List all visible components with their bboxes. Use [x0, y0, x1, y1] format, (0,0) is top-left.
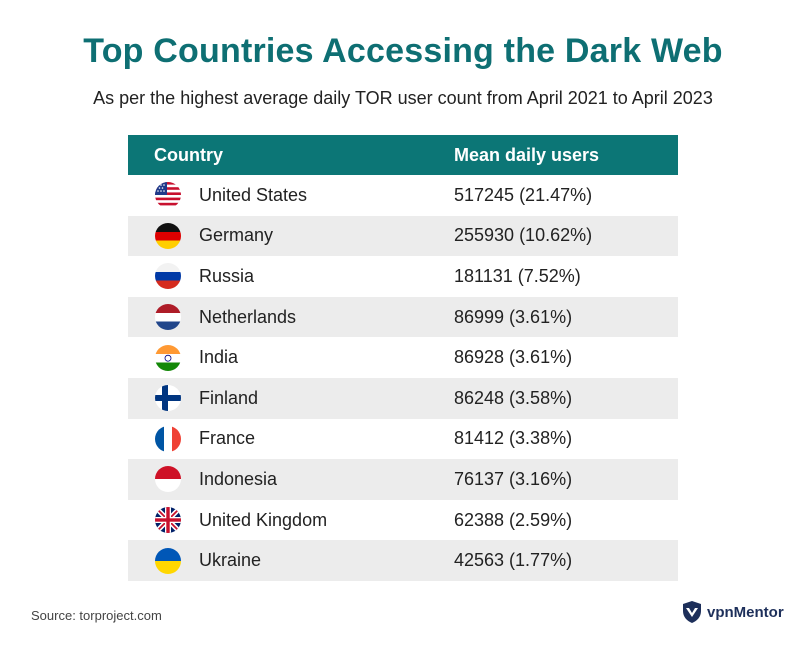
ua-flag-icon [155, 547, 181, 574]
table-header: Country Mean daily users [128, 135, 678, 175]
table-row: Ukraine 42563 (1.77%) [128, 540, 678, 581]
de-flag-icon [155, 222, 181, 249]
column-header-country: Country [154, 144, 223, 165]
mean-daily-users-value: 86248 (3.58%) [454, 387, 573, 408]
page-subtitle: As per the highest average daily TOR use… [93, 88, 713, 108]
country-name: Netherlands [199, 306, 297, 327]
country-name: Indonesia [199, 468, 278, 489]
mean-daily-users-value: 181131 (7.52%) [454, 265, 581, 286]
mean-daily-users-value: 42563 (1.77%) [454, 550, 573, 571]
country-name: Russia [199, 265, 255, 286]
in-flag-icon [155, 344, 181, 371]
fi-flag-icon [155, 385, 181, 412]
country-name: India [199, 347, 239, 368]
mean-daily-users-value: 255930 (10.62%) [454, 225, 593, 246]
shield-logo-icon [683, 601, 701, 623]
mean-daily-users-value: 86928 (3.61%) [454, 347, 573, 368]
mean-daily-users-value: 62388 (2.59%) [454, 509, 573, 530]
table-row: Finland 86248 (3.58%) [128, 377, 678, 419]
page-title: Top Countries Accessing the Dark Web [83, 32, 723, 70]
table-row: United States 517245 (21.47%) [128, 175, 678, 216]
table-row: Netherlands 86999 (3.61%) [128, 296, 678, 338]
country-name: United Kingdom [199, 509, 328, 530]
table-row: Indonesia 76137 (3.16%) [128, 459, 678, 500]
mean-daily-users-value: 81412 (3.38%) [454, 428, 573, 449]
brand-name: vpnMentor [707, 603, 784, 621]
column-header-users: Mean daily users [454, 144, 600, 165]
country-name: United States [199, 184, 308, 205]
fr-flag-icon [155, 425, 181, 452]
country-name: Finland [199, 387, 259, 408]
source-note: Source: torproject.com [31, 608, 162, 623]
id-flag-icon [155, 466, 181, 493]
table-row: Germany 255930 (10.62%) [128, 215, 678, 257]
table-row: Russia 181131 (7.52%) [128, 256, 678, 297]
gb-flag-icon [155, 507, 181, 534]
mean-daily-users-value: 86999 (3.61%) [454, 306, 573, 327]
nl-flag-icon [155, 304, 181, 331]
country-name: Ukraine [199, 550, 262, 571]
table-row: India 86928 (3.61%) [128, 337, 678, 378]
mean-daily-users-value: 517245 (21.47%) [454, 184, 593, 205]
country-name: Germany [199, 225, 274, 246]
countries-table: Country Mean daily users United States 51… [128, 135, 678, 581]
country-name: France [199, 428, 256, 449]
us-flag-icon [155, 182, 181, 209]
brand-logo: vpnMentor [682, 600, 784, 624]
table-body: United States 517245 (21.47%) Germany 2559… [128, 175, 678, 581]
table-row: United Kingdom 62388 (2.59%) [128, 500, 678, 541]
table-row: France 81412 (3.38%) [128, 419, 678, 460]
mean-daily-users-value: 76137 (3.16%) [454, 468, 573, 489]
ru-flag-icon [155, 263, 181, 290]
